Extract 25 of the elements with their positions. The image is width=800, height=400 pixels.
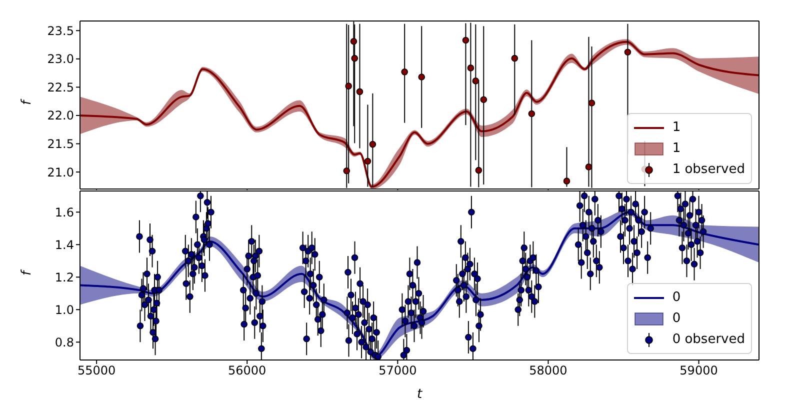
x-tick-label: 56000: [228, 364, 266, 378]
y-tick-label: 1.0: [54, 302, 74, 317]
x-axis-title: t: [416, 387, 423, 400]
x-tick-label: 55000: [77, 364, 116, 378]
y-tick-label: 23.5: [47, 24, 74, 38]
legend-label: 1 observed: [672, 162, 745, 177]
y-tick-label: 1.4: [54, 238, 74, 252]
y-tick-label: 21.0: [47, 165, 74, 180]
y-tick-label: 22.5: [47, 80, 74, 94]
legend-label: 0 observed: [672, 332, 745, 347]
x-tick-label: 59000: [680, 364, 718, 378]
y-axis-title: f: [20, 268, 35, 276]
x-tick-label: 58000: [529, 364, 568, 378]
y-tick-label: 21.5: [47, 137, 74, 152]
text: 1: [672, 141, 681, 156]
y-axis-title: f: [20, 98, 35, 105]
y-tick-label: 1.6: [54, 205, 74, 220]
text: 0: [672, 311, 681, 326]
y-tick-label: 22.0: [47, 108, 74, 123]
y-tick-label: 0.8: [54, 335, 74, 350]
legend-label: 0: [672, 290, 681, 305]
legend-label: 1: [672, 120, 681, 135]
y-tick-label: 23.0: [47, 52, 74, 66]
x-tick-label: 57000: [378, 364, 417, 378]
y-tick-label: 1.2: [54, 270, 74, 284]
